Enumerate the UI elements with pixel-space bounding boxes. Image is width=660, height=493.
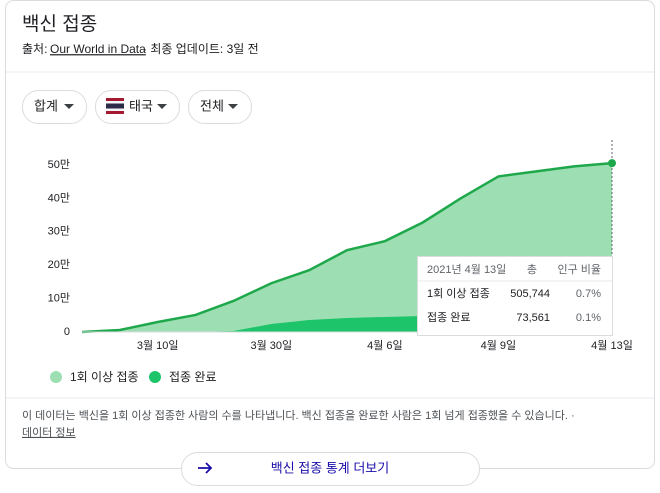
filter-label: 태국 [129, 98, 153, 113]
footer-link[interactable]: 데이터 정보 [22, 426, 76, 439]
y-tick-label: 50만 [48, 158, 70, 171]
tooltip-cell: 1회 이상 접종 [427, 287, 490, 300]
x-tick-label: 4월 6일 [367, 338, 403, 352]
y-tick-label: 20만 [48, 258, 70, 271]
tooltip-cell: 접종 완료 [427, 311, 471, 324]
filter-label: 전체 [200, 98, 224, 113]
tooltip-cell: 0.7% [576, 288, 601, 300]
x-tick-label: 3월 10일 [137, 338, 179, 352]
tooltip-date: 2021년 4월 13일 [427, 262, 506, 276]
x-tick-label: 4월 13일 [591, 338, 633, 352]
legend-label: 1회 이상 접종 [70, 370, 139, 384]
legend-swatch [50, 371, 62, 383]
filter[interactable]: 전체 [188, 90, 252, 124]
tooltip-cell: 0.1% [576, 312, 601, 324]
tooltip: 2021년 4월 13일 총 인구 비율 1회 이상 접종 505,744 0.… [417, 256, 613, 336]
line [81, 161, 613, 334]
tooltip-header: 총 [527, 263, 537, 276]
tooltip-header: 인구 비율 [557, 263, 601, 276]
y-tick-label: 0 [64, 326, 70, 338]
x-tick-label: 3월 30일 [250, 338, 292, 352]
more-button[interactable]: 백신 접종 통계 더보기 [181, 452, 480, 486]
y-tick-label: 10만 [48, 292, 70, 305]
point [608, 159, 616, 168]
tooltip-cell: 73,561 [516, 312, 550, 324]
legend-swatch [149, 371, 161, 383]
footer-note: 이 데이터는 백신을 1회 이상 접종한 사람의 수를 나타냅니다. 백신 접종… [22, 409, 575, 422]
source-link[interactable]: Our World in Data [50, 42, 146, 56]
y-tick-label: 40만 [48, 191, 70, 204]
title: 백신 접종 [22, 13, 97, 35]
filter-label: 합계 [34, 98, 58, 113]
x-tick-label: 4월 9일 [481, 338, 517, 352]
filter[interactable]: 합계 [22, 90, 87, 124]
tooltip-cell: 505,744 [510, 288, 550, 300]
source-label: 출처: [22, 42, 47, 56]
updated: · 최종 업데이트: 3일 전 [143, 42, 259, 56]
legend-label: 접종 완료 [169, 370, 217, 384]
y-tick-label: 30만 [48, 225, 70, 238]
filter[interactable]: 태국 [95, 90, 180, 124]
more-button-label: 백신 접종 통계 더보기 [271, 460, 389, 475]
